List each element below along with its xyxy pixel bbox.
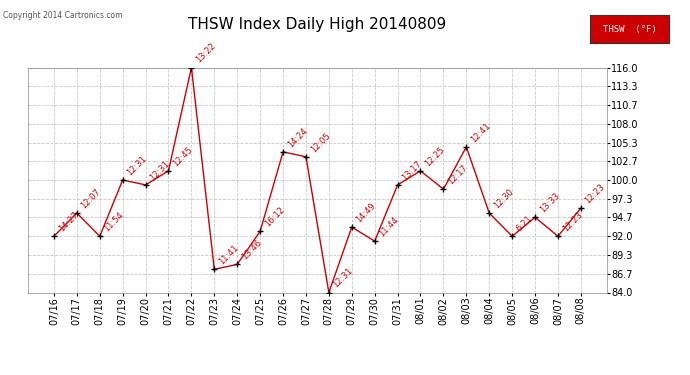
Text: Copyright 2014 Cartronics.com: Copyright 2014 Cartronics.com bbox=[3, 11, 123, 20]
Text: 12:30: 12:30 bbox=[492, 187, 515, 210]
Text: 12:05: 12:05 bbox=[308, 131, 332, 154]
Text: 11:41: 11:41 bbox=[217, 243, 240, 267]
Text: 14:24: 14:24 bbox=[286, 126, 309, 149]
Text: 11:44: 11:44 bbox=[377, 215, 401, 238]
Text: 12:23: 12:23 bbox=[561, 210, 584, 234]
Text: THSW Index Daily High 20140809: THSW Index Daily High 20140809 bbox=[188, 17, 446, 32]
Text: 13:17: 13:17 bbox=[400, 159, 424, 182]
Text: 12:31: 12:31 bbox=[148, 159, 172, 182]
Text: 12:17: 12:17 bbox=[446, 163, 469, 186]
Text: 14:27: 14:27 bbox=[57, 210, 80, 234]
Text: 12:31: 12:31 bbox=[332, 267, 355, 290]
Text: 12:07: 12:07 bbox=[79, 187, 103, 210]
Text: 13:46: 13:46 bbox=[240, 238, 264, 262]
Text: 13:22: 13:22 bbox=[194, 42, 217, 65]
Text: 12:31: 12:31 bbox=[126, 154, 149, 177]
Text: 16:12: 16:12 bbox=[263, 205, 286, 228]
Text: 13:33: 13:33 bbox=[538, 191, 561, 214]
Text: 11:54: 11:54 bbox=[103, 210, 126, 234]
Text: 12:45: 12:45 bbox=[171, 145, 195, 168]
Text: 6:21: 6:21 bbox=[515, 214, 535, 234]
Text: 12:41: 12:41 bbox=[469, 121, 492, 144]
Text: 12:23: 12:23 bbox=[584, 182, 607, 206]
Text: 12:25: 12:25 bbox=[423, 145, 446, 168]
Text: THSW  (°F): THSW (°F) bbox=[603, 25, 656, 34]
Text: 14:49: 14:49 bbox=[355, 201, 377, 224]
